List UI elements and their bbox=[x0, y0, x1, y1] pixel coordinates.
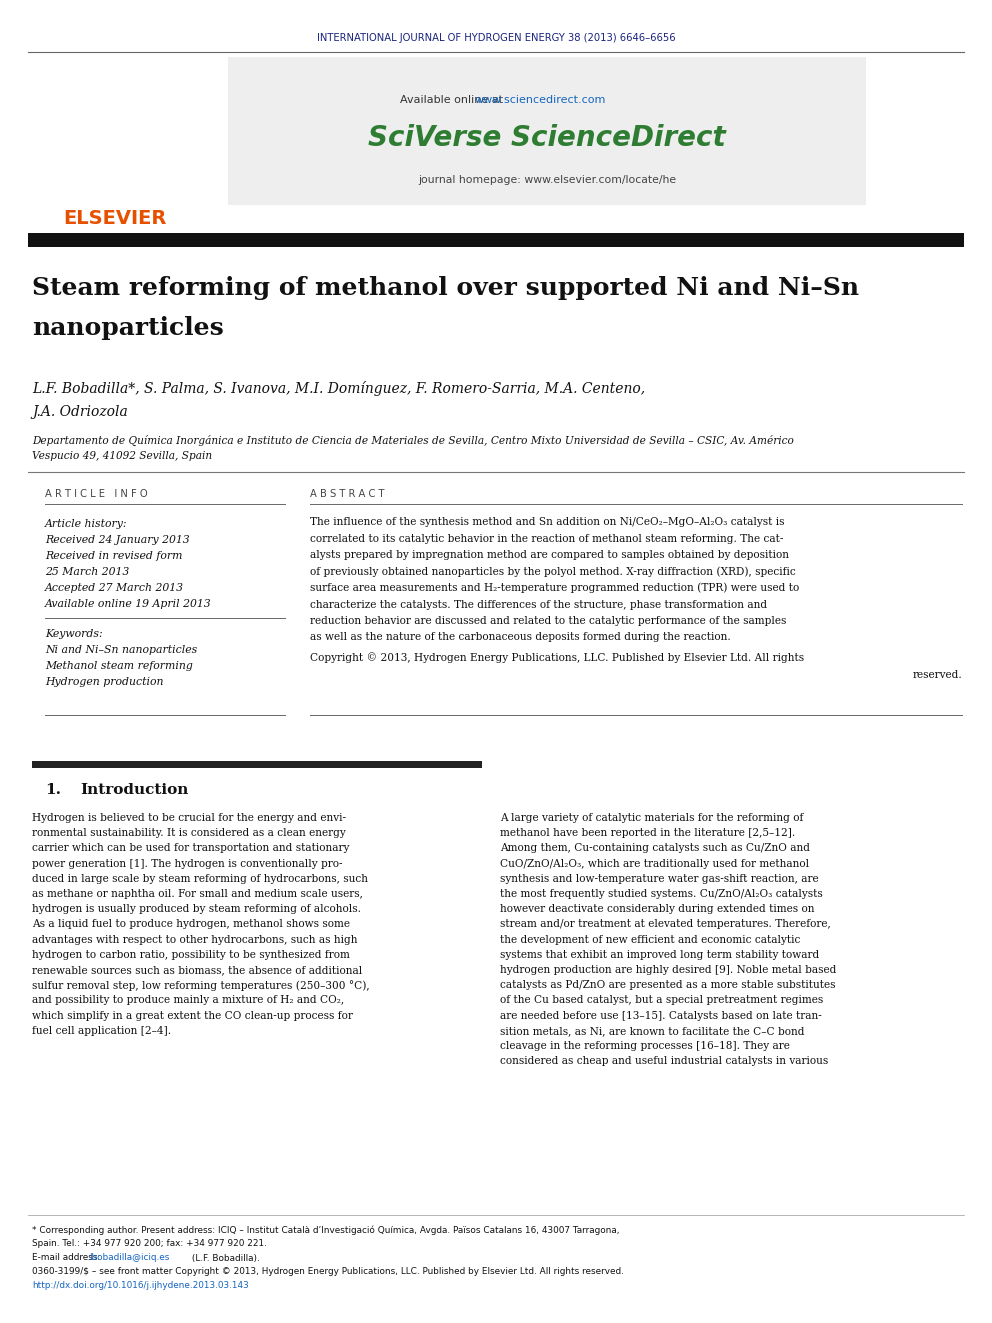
Text: 0360-3199/$ – see front matter Copyright © 2013, Hydrogen Energy Publications, L: 0360-3199/$ – see front matter Copyright… bbox=[32, 1267, 624, 1277]
Text: cleavage in the reforming processes [16–18]. They are: cleavage in the reforming processes [16–… bbox=[500, 1041, 790, 1050]
Text: the development of new efficient and economic catalytic: the development of new efficient and eco… bbox=[500, 934, 801, 945]
Text: hydrogen to carbon ratio, possibility to be synthesized from: hydrogen to carbon ratio, possibility to… bbox=[32, 950, 350, 959]
Text: ronmental sustainability. It is considered as a clean energy: ronmental sustainability. It is consider… bbox=[32, 828, 346, 839]
Text: of previously obtained nanoparticles by the polyol method. X-ray diffraction (XR: of previously obtained nanoparticles by … bbox=[310, 566, 796, 577]
Bar bbox=[32, 761, 482, 767]
Text: As a liquid fuel to produce hydrogen, methanol shows some: As a liquid fuel to produce hydrogen, me… bbox=[32, 919, 350, 929]
Text: * Corresponding author. Present address: ICIQ – Institut Català d’Investigació Q: * Corresponding author. Present address:… bbox=[32, 1225, 619, 1234]
Text: the most frequently studied systems. Cu/ZnO/Al₂O₃ catalysts: the most frequently studied systems. Cu/… bbox=[500, 889, 822, 900]
Text: (L.F. Bobadilla).: (L.F. Bobadilla). bbox=[189, 1253, 260, 1262]
Text: methanol have been reported in the literature [2,5–12].: methanol have been reported in the liter… bbox=[500, 828, 796, 839]
Text: correlated to its catalytic behavior in the reaction of methanol steam reforming: correlated to its catalytic behavior in … bbox=[310, 533, 784, 544]
Text: reserved.: reserved. bbox=[913, 669, 962, 680]
Text: A large variety of catalytic materials for the reforming of: A large variety of catalytic materials f… bbox=[500, 814, 804, 823]
Text: 25 March 2013: 25 March 2013 bbox=[45, 568, 129, 577]
Text: The influence of the synthesis method and Sn addition on Ni/CeO₂–MgO–Al₂O₃ catal: The influence of the synthesis method an… bbox=[310, 517, 785, 527]
Text: reduction behavior are discussed and related to the catalytic performance of the: reduction behavior are discussed and rel… bbox=[310, 617, 787, 626]
Text: Ni and Ni–Sn nanoparticles: Ni and Ni–Sn nanoparticles bbox=[45, 646, 197, 655]
Text: duced in large scale by steam reforming of hydrocarbons, such: duced in large scale by steam reforming … bbox=[32, 873, 368, 884]
Text: synthesis and low-temperature water gas-shift reaction, are: synthesis and low-temperature water gas-… bbox=[500, 873, 818, 884]
Text: E-mail address:: E-mail address: bbox=[32, 1253, 103, 1262]
Text: L.F. Bobadilla*, S. Palma, S. Ivanova, M.I. Domínguez, F. Romero-Sarria, M.A. Ce: L.F. Bobadilla*, S. Palma, S. Ivanova, M… bbox=[32, 381, 645, 396]
Text: power generation [1]. The hydrogen is conventionally pro-: power generation [1]. The hydrogen is co… bbox=[32, 859, 342, 869]
Text: Article history:: Article history: bbox=[45, 519, 128, 529]
Text: http://dx.doi.org/10.1016/j.ijhydene.2013.03.143: http://dx.doi.org/10.1016/j.ijhydene.201… bbox=[32, 1282, 249, 1290]
Text: Methanol steam reforming: Methanol steam reforming bbox=[45, 662, 192, 671]
Text: ELSEVIER: ELSEVIER bbox=[63, 209, 167, 228]
Text: fuel cell application [2–4].: fuel cell application [2–4]. bbox=[32, 1025, 172, 1036]
Text: alysts prepared by impregnation method are compared to samples obtained by depos: alysts prepared by impregnation method a… bbox=[310, 550, 789, 560]
Text: Copyright © 2013, Hydrogen Energy Publications, LLC. Published by Elsevier Ltd. : Copyright © 2013, Hydrogen Energy Public… bbox=[310, 652, 805, 663]
Text: Keywords:: Keywords: bbox=[45, 628, 102, 639]
Text: Received in revised form: Received in revised form bbox=[45, 550, 183, 561]
Text: journal homepage: www.elsevier.com/locate/he: journal homepage: www.elsevier.com/locat… bbox=[418, 175, 677, 185]
Text: 1.: 1. bbox=[45, 783, 61, 796]
Text: nanoparticles: nanoparticles bbox=[32, 316, 224, 340]
Text: sulfur removal step, low reforming temperatures (250–300 °C),: sulfur removal step, low reforming tempe… bbox=[32, 980, 370, 991]
Text: of the Cu based catalyst, but a special pretreatment regimes: of the Cu based catalyst, but a special … bbox=[500, 995, 823, 1005]
Text: Available online 19 April 2013: Available online 19 April 2013 bbox=[45, 599, 211, 609]
Text: A B S T R A C T: A B S T R A C T bbox=[310, 490, 385, 499]
Text: advantages with respect to other hydrocarbons, such as high: advantages with respect to other hydroca… bbox=[32, 934, 357, 945]
Text: considered as cheap and useful industrial catalysts in various: considered as cheap and useful industria… bbox=[500, 1056, 828, 1066]
Text: Steam reforming of methanol over supported Ni and Ni–Sn: Steam reforming of methanol over support… bbox=[32, 277, 859, 300]
Text: surface area measurements and H₂-temperature programmed reduction (TPR) were use: surface area measurements and H₂-tempera… bbox=[310, 582, 800, 593]
Text: and possibility to produce mainly a mixture of H₂ and CO₂,: and possibility to produce mainly a mixt… bbox=[32, 995, 344, 1005]
Text: Spain. Tel.: +34 977 920 200; fax: +34 977 920 221.: Spain. Tel.: +34 977 920 200; fax: +34 9… bbox=[32, 1240, 267, 1249]
Text: Received 24 January 2013: Received 24 January 2013 bbox=[45, 534, 189, 545]
Text: however deactivate considerably during extended times on: however deactivate considerably during e… bbox=[500, 904, 814, 914]
Text: carrier which can be used for transportation and stationary: carrier which can be used for transporta… bbox=[32, 843, 349, 853]
Text: renewable sources such as biomass, the absence of additional: renewable sources such as biomass, the a… bbox=[32, 964, 362, 975]
Text: Hydrogen production: Hydrogen production bbox=[45, 677, 164, 687]
Text: CuO/ZnO/Al₂O₃, which are traditionally used for methanol: CuO/ZnO/Al₂O₃, which are traditionally u… bbox=[500, 859, 809, 869]
Text: A R T I C L E   I N F O: A R T I C L E I N F O bbox=[45, 490, 148, 499]
Text: hydrogen is usually produced by steam reforming of alcohols.: hydrogen is usually produced by steam re… bbox=[32, 904, 361, 914]
Text: Available online at: Available online at bbox=[400, 95, 507, 105]
Text: J.A. Odriozola: J.A. Odriozola bbox=[32, 405, 128, 419]
Text: which simplify in a great extent the CO clean-up process for: which simplify in a great extent the CO … bbox=[32, 1011, 353, 1020]
Bar bbox=[28, 233, 964, 247]
Bar bbox=[228, 57, 866, 205]
Text: as well as the nature of the carbonaceous deposits formed during the reaction.: as well as the nature of the carbonaceou… bbox=[310, 632, 731, 643]
Text: lbobadilla@iciq.es: lbobadilla@iciq.es bbox=[89, 1253, 170, 1262]
Text: catalysts as Pd/ZnO are presented as a more stable substitutes: catalysts as Pd/ZnO are presented as a m… bbox=[500, 980, 835, 990]
Text: Introduction: Introduction bbox=[80, 783, 188, 796]
Text: hydrogen production are highly desired [9]. Noble metal based: hydrogen production are highly desired [… bbox=[500, 964, 836, 975]
Text: Among them, Cu-containing catalysts such as Cu/ZnO and: Among them, Cu-containing catalysts such… bbox=[500, 843, 810, 853]
Text: Vespucio 49, 41092 Sevilla, Spain: Vespucio 49, 41092 Sevilla, Spain bbox=[32, 451, 212, 460]
Text: stream and/or treatment at elevated temperatures. Therefore,: stream and/or treatment at elevated temp… bbox=[500, 919, 830, 929]
Text: INTERNATIONAL JOURNAL OF HYDROGEN ENERGY 38 (2013) 6646–6656: INTERNATIONAL JOURNAL OF HYDROGEN ENERGY… bbox=[316, 33, 676, 44]
Text: as methane or naphtha oil. For small and medium scale users,: as methane or naphtha oil. For small and… bbox=[32, 889, 363, 900]
Text: characterize the catalysts. The differences of the structure, phase transformati: characterize the catalysts. The differen… bbox=[310, 599, 767, 610]
Text: sition metals, as Ni, are known to facilitate the C–C bond: sition metals, as Ni, are known to facil… bbox=[500, 1025, 805, 1036]
Text: SciVerse ScienceDirect: SciVerse ScienceDirect bbox=[368, 124, 726, 152]
Text: www.sciencedirect.com: www.sciencedirect.com bbox=[475, 95, 606, 105]
Text: Hydrogen is believed to be crucial for the energy and envi-: Hydrogen is believed to be crucial for t… bbox=[32, 814, 346, 823]
Text: are needed before use [13–15]. Catalysts based on late tran-: are needed before use [13–15]. Catalysts… bbox=[500, 1011, 821, 1020]
Text: Accepted 27 March 2013: Accepted 27 March 2013 bbox=[45, 583, 184, 593]
Text: Departamento de Química Inorgánica e Instituto de Ciencia de Materiales de Sevil: Departamento de Química Inorgánica e Ins… bbox=[32, 434, 794, 446]
Text: systems that exhibit an improved long term stability toward: systems that exhibit an improved long te… bbox=[500, 950, 819, 959]
